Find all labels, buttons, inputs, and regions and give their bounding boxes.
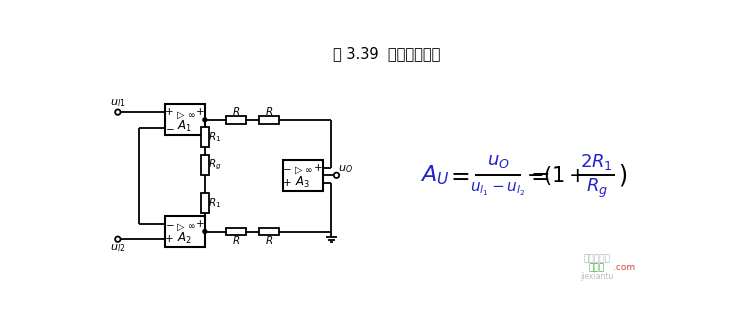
Text: $-$: $-$ bbox=[165, 219, 174, 229]
Text: $A_2$: $A_2$ bbox=[177, 231, 193, 246]
Text: $=$: $=$ bbox=[446, 163, 470, 187]
Text: $=$: $=$ bbox=[525, 163, 550, 187]
Text: $R_1$: $R_1$ bbox=[208, 197, 221, 210]
Text: $u_{l1}$: $u_{l1}$ bbox=[110, 97, 125, 109]
Text: $\infty$: $\infty$ bbox=[186, 111, 196, 120]
Text: $\infty$: $\infty$ bbox=[304, 166, 313, 175]
Text: +: + bbox=[314, 162, 322, 173]
Text: $R$: $R$ bbox=[264, 105, 273, 117]
Text: 接线图: 接线图 bbox=[589, 263, 605, 272]
Circle shape bbox=[203, 229, 207, 233]
Text: $u_O$: $u_O$ bbox=[338, 163, 353, 175]
Text: $\triangleright$: $\triangleright$ bbox=[176, 221, 186, 233]
Text: $R_g$: $R_g$ bbox=[586, 177, 608, 200]
Circle shape bbox=[115, 237, 121, 242]
Bar bbox=[226, 116, 245, 124]
Bar bbox=[201, 193, 208, 214]
Text: +: + bbox=[165, 234, 174, 244]
Text: $u_{l2}$: $u_{l2}$ bbox=[110, 242, 125, 254]
Bar bbox=[282, 160, 322, 191]
Text: $)$: $)$ bbox=[618, 162, 627, 188]
Bar bbox=[165, 216, 205, 247]
Circle shape bbox=[115, 110, 121, 115]
Text: $R$: $R$ bbox=[232, 105, 240, 117]
Text: jiexiantu: jiexiantu bbox=[580, 272, 614, 281]
Text: $R$: $R$ bbox=[264, 234, 273, 246]
Text: $2R_1$: $2R_1$ bbox=[581, 152, 613, 172]
Text: $u_{l_1}-u_{l_2}$: $u_{l_1}-u_{l_2}$ bbox=[470, 180, 526, 198]
Text: $R_1$: $R_1$ bbox=[208, 130, 221, 144]
Text: +: + bbox=[196, 219, 205, 229]
Circle shape bbox=[203, 118, 207, 122]
Text: $u_O$: $u_O$ bbox=[487, 152, 510, 170]
Bar bbox=[259, 227, 279, 235]
Text: $A_1$: $A_1$ bbox=[177, 119, 193, 134]
Text: $-$: $-$ bbox=[165, 123, 174, 133]
Text: +: + bbox=[165, 107, 174, 117]
Bar bbox=[259, 116, 279, 124]
Text: $-(1+$: $-(1+$ bbox=[525, 164, 586, 187]
Text: $-$: $-$ bbox=[282, 162, 292, 173]
Bar bbox=[201, 154, 208, 175]
Text: $\triangleright$: $\triangleright$ bbox=[176, 110, 186, 121]
Text: $\infty$: $\infty$ bbox=[186, 222, 196, 231]
Text: $A_3$: $A_3$ bbox=[295, 175, 310, 189]
Text: 电子发烧友: 电子发烧友 bbox=[584, 254, 610, 263]
Circle shape bbox=[334, 173, 339, 178]
Text: .com: .com bbox=[612, 263, 635, 272]
Text: $R_g$: $R_g$ bbox=[208, 157, 222, 172]
Text: +: + bbox=[196, 107, 205, 117]
Bar bbox=[226, 227, 245, 235]
Text: $A_U$: $A_U$ bbox=[421, 163, 450, 187]
Bar bbox=[201, 127, 208, 147]
Text: +: + bbox=[283, 178, 291, 188]
Text: $R$: $R$ bbox=[232, 234, 240, 246]
Text: 图 3.39  仪用放大电路: 图 3.39 仪用放大电路 bbox=[333, 46, 441, 61]
Text: $\triangleright$: $\triangleright$ bbox=[294, 165, 304, 176]
Bar bbox=[165, 104, 205, 135]
